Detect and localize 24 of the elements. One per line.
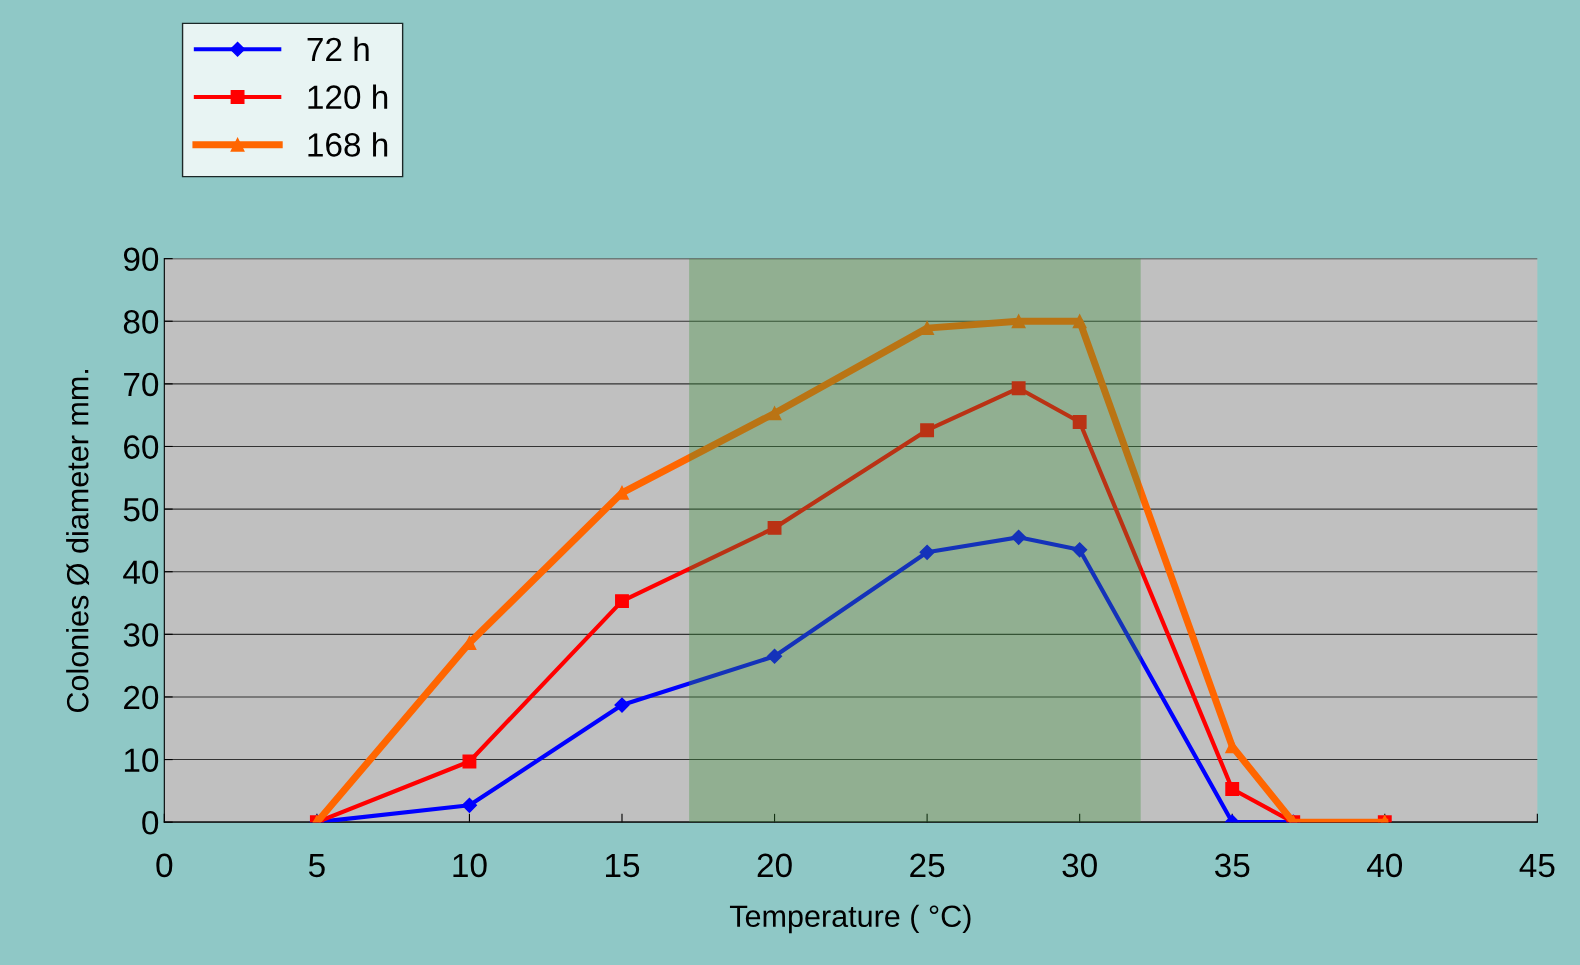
y-tick-label: 80 xyxy=(123,310,159,334)
y-tick-label: 60 xyxy=(124,435,159,459)
y-tick-label: 50 xyxy=(123,497,159,522)
x-tick-label: 5 xyxy=(308,853,325,878)
legend-label: 168 h xyxy=(308,132,388,157)
x-tick-label: 30 xyxy=(1062,853,1097,878)
x-tick-label: 35 xyxy=(1214,853,1250,878)
x-tick-label: 45 xyxy=(1519,853,1555,878)
y-tick-label: 40 xyxy=(123,560,159,585)
y-tick-label: 70 xyxy=(124,372,159,397)
y-tick-label: 10 xyxy=(124,748,159,772)
x-tick-label: 40 xyxy=(1367,853,1403,878)
x-tick-label: 15 xyxy=(606,853,640,878)
y-tick-label: 0 xyxy=(142,810,159,835)
y-tick-label: 90 xyxy=(123,247,159,272)
x-tick-label: 20 xyxy=(757,853,792,878)
legend-label: 120 h xyxy=(308,84,388,109)
x-tick-label: 25 xyxy=(910,853,945,878)
x-axis-title: Temperature ( °C) xyxy=(729,904,971,934)
x-tick-label: 10 xyxy=(453,853,487,878)
y-tick-label: 30 xyxy=(123,623,159,647)
y-tick-label: 20 xyxy=(124,685,159,710)
legend-label: 72 h xyxy=(307,36,369,61)
y-axis-title: Colonies Ø diameter mm. xyxy=(66,369,90,713)
